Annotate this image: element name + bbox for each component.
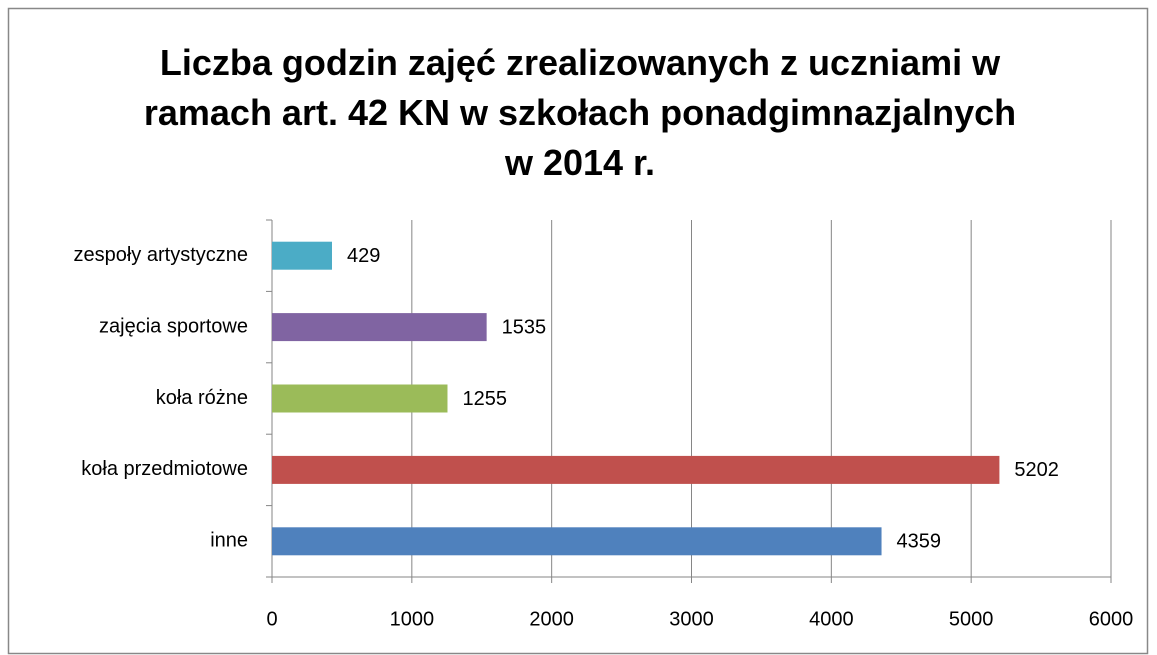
y-tick-label: inne [210, 530, 248, 552]
y-tick-label: koła przedmiotowe [81, 458, 248, 480]
x-tick-label: 3000 [669, 608, 714, 630]
x-tick-label: 1000 [390, 608, 435, 630]
bar [272, 313, 487, 342]
chart-title: Liczba godzin zajęć zrealizowanych z ucz… [143, 42, 1017, 183]
data-label: 1255 [462, 388, 507, 410]
y-tick-label: zajęcia sportowe [99, 315, 248, 337]
x-tick-label: 5000 [949, 608, 994, 630]
bar [272, 455, 1000, 484]
x-tick-label: 0 [266, 608, 277, 630]
x-tick-label: 2000 [529, 608, 574, 630]
bar [272, 527, 882, 556]
y-tick-label: zespoły artystyczne [73, 244, 248, 266]
y-tick-label: koła różne [156, 387, 248, 409]
x-tick-label: 4000 [809, 608, 854, 630]
bar [272, 384, 448, 413]
x-tick-label: 6000 [1089, 608, 1134, 630]
data-label: 1535 [502, 316, 547, 338]
data-label: 4359 [897, 531, 942, 553]
data-label: 5202 [1014, 459, 1059, 481]
chart-border [7, 7, 1149, 655]
bar [272, 241, 332, 270]
data-label: 429 [347, 245, 380, 267]
